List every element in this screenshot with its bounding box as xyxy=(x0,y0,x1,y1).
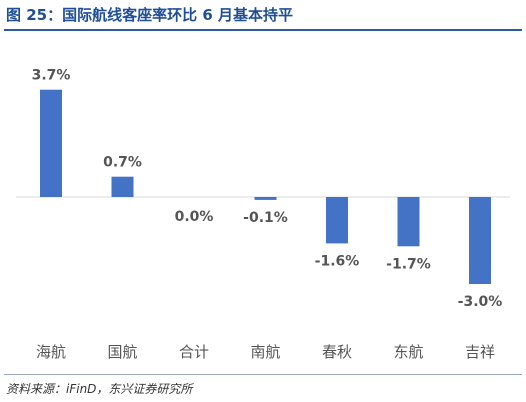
bar-4 xyxy=(326,197,348,244)
value-label-4: -1.6% xyxy=(315,253,360,269)
bar-6 xyxy=(469,197,491,284)
bar-0 xyxy=(40,89,62,197)
category-label-1: 国航 xyxy=(107,343,137,361)
category-label-4: 春秋 xyxy=(322,343,352,361)
category-label-0: 海航 xyxy=(36,343,66,361)
value-labels-group: 3.7% 0.7% 0.0% -0.1% -1.6% -1.7% -3.0% xyxy=(32,68,503,310)
bars-group xyxy=(40,89,491,284)
bar-chart: 3.7% 0.7% 0.0% -0.1% -1.6% -1.7% -3.0% 海航 国航 合计 南… xyxy=(16,68,510,361)
title-divider xyxy=(4,29,522,31)
bar-1 xyxy=(111,176,134,197)
category-label-2: 合计 xyxy=(179,343,209,361)
category-label-3: 南航 xyxy=(250,343,280,361)
bar-5 xyxy=(397,197,420,247)
category-label-6: 吉祥 xyxy=(465,343,495,361)
value-label-2: 0.0% xyxy=(175,209,214,225)
value-label-6: -3.0% xyxy=(458,294,503,310)
value-label-0: 3.7% xyxy=(32,68,71,84)
value-label-3: -0.1% xyxy=(243,210,288,226)
chart-title: 图 25：国际航线客座率环比 6 月基本持平 xyxy=(6,6,293,24)
value-label-5: -1.7% xyxy=(386,256,431,272)
bar-3 xyxy=(254,197,277,200)
source-note: 资料来源：iFinD，东兴证券研究所 xyxy=(6,382,193,396)
category-labels-group: 海航 国航 合计 南航 春秋 东航 吉祥 xyxy=(36,343,495,361)
category-label-5: 东航 xyxy=(393,343,423,361)
value-label-1: 0.7% xyxy=(103,155,142,171)
footer-divider xyxy=(4,374,522,375)
